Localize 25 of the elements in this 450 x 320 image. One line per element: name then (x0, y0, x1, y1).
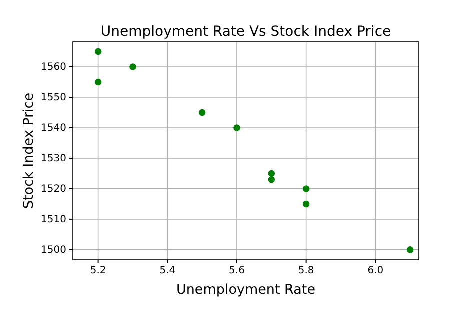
x-tick-label: 5.8 (298, 266, 314, 277)
point (302, 186, 310, 192)
y-tick-label: 1530 (41, 154, 66, 165)
point (268, 176, 276, 184)
y-tick-label: 1540 (41, 123, 66, 134)
point (302, 200, 310, 208)
y-tick-label: 1500 (41, 245, 66, 256)
y-tick-label: 1560 (41, 62, 66, 74)
x-tick-label: 5.2 (90, 266, 106, 277)
y-tick-label: 1520 (41, 184, 66, 196)
point (198, 109, 206, 116)
point (130, 64, 136, 70)
x-axis-title: Unemployment Rate (176, 282, 316, 298)
x-tick-label: 5.4 (160, 266, 176, 277)
chart-title: Unemployment Rate Vs Stock Index Price (100, 24, 392, 40)
point (406, 246, 414, 254)
point (234, 124, 240, 132)
x-tick-label: 5.6 (229, 266, 245, 277)
point (268, 170, 276, 178)
y-tick-label: 1550 (41, 92, 66, 104)
point (94, 78, 102, 86)
y-axis-title: Stock Index Price (21, 92, 37, 210)
x-tick-label: 6.0 (368, 266, 384, 277)
point (94, 48, 102, 56)
y-tick-label: 1510 (41, 214, 66, 226)
